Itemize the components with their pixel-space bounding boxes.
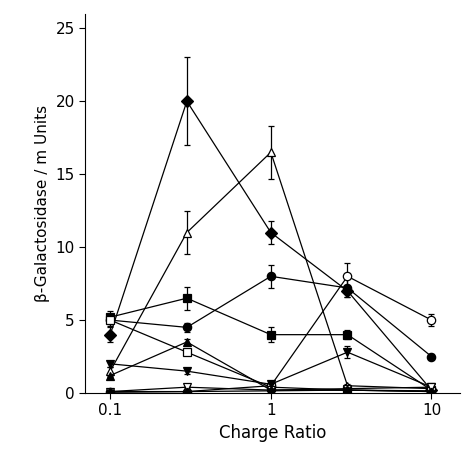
Y-axis label: β-Galactosidase / m Units: β-Galactosidase / m Units: [35, 105, 50, 302]
X-axis label: Charge Ratio: Charge Ratio: [219, 424, 326, 442]
